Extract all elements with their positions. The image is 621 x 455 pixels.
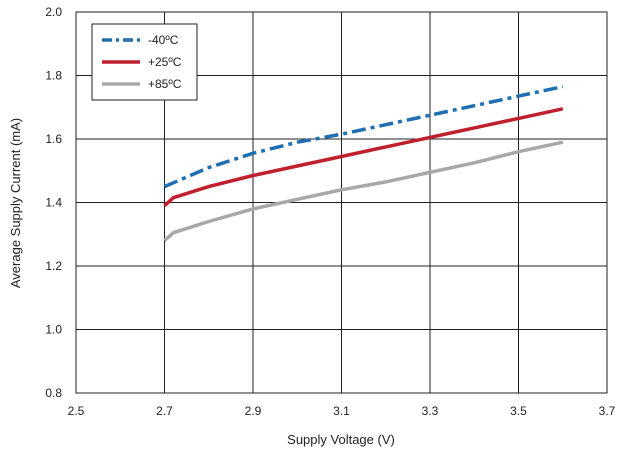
y-tick-label: 2.0 xyxy=(45,5,62,19)
series-line xyxy=(163,140,564,242)
legend-label: +25ºC xyxy=(148,55,182,69)
series-lines xyxy=(163,84,564,242)
legend: -40ºC +25ºC +85ºC xyxy=(91,23,198,101)
y-tick-label: 1.0 xyxy=(45,323,62,337)
x-tick-label: 3.3 xyxy=(422,404,439,418)
x-tick-label: 3.7 xyxy=(599,404,616,418)
y-tick-label: 0.8 xyxy=(45,386,62,400)
series-line xyxy=(163,84,564,189)
legend-label: +85ºC xyxy=(148,77,182,91)
x-tick-label: 2.5 xyxy=(68,404,85,418)
x-tick-label: 2.9 xyxy=(245,404,262,418)
x-axis-ticks: 2.5 2.7 2.9 3.1 3.3 3.5 3.7 xyxy=(68,404,616,418)
x-tick-label: 2.7 xyxy=(156,404,173,418)
y-tick-label: 1.4 xyxy=(45,196,62,210)
plot-area-border xyxy=(75,11,608,394)
y-tick-label: 1.6 xyxy=(45,132,62,146)
legend-label: -40ºC xyxy=(148,33,179,47)
y-axis-title: Average Supply Current (mA) xyxy=(8,118,23,288)
series-line xyxy=(163,107,564,208)
y-tick-label: 1.8 xyxy=(45,69,62,83)
x-axis-title: Supply Voltage (V) xyxy=(287,432,395,447)
y-axis-ticks: 0.8 1.0 1.2 1.4 1.6 1.8 2.0 xyxy=(45,5,62,400)
y-tick-label: 1.2 xyxy=(45,259,62,273)
x-tick-label: 3.1 xyxy=(333,404,350,418)
x-tick-label: 3.5 xyxy=(510,404,527,418)
